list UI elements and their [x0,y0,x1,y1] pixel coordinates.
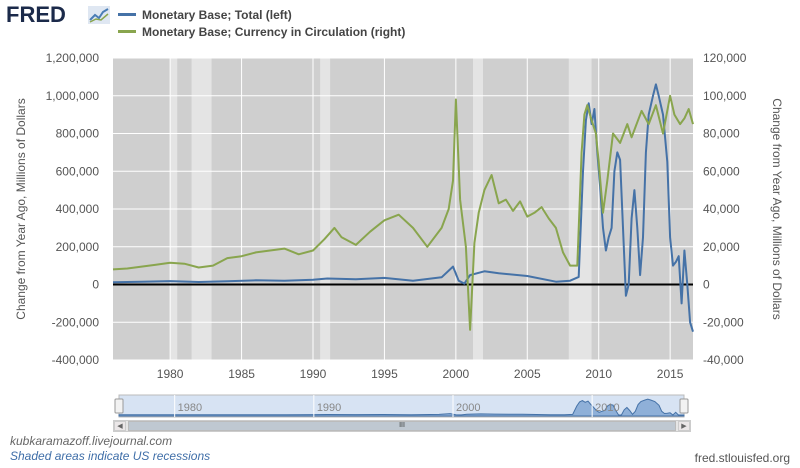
navigator-handle-left[interactable] [114,398,124,414]
scroll-left-button[interactable]: ◀ [114,421,126,431]
y-left-tick-label: 800,000 [56,127,100,141]
y-left-tick-label: 400,000 [56,202,100,216]
navigator-tick-label: 2010 [595,402,619,414]
legend-label: Monetary Base; Currency in Circulation (… [142,24,406,39]
legend-swatch [118,30,136,33]
y-left-tick-label: 0 [92,278,99,292]
x-tick-label: 1995 [371,367,398,381]
source-link[interactable]: fred.stlouisfed.org [694,451,790,465]
legend-swatch [118,13,136,16]
scroll-right-button[interactable]: ▶ [678,421,690,431]
x-tick-label: 2000 [443,367,470,381]
footer-notes: kubkaramazoff.livejournal.com Shaded are… [10,434,210,463]
y-right-tick-label: -20,000 [703,315,744,329]
navigator-tick-label: 1990 [317,402,341,414]
recession-note: Shaded areas indicate US recessions [10,449,211,463]
x-tick-label: 1980 [157,367,184,381]
logo-text: FRED [6,2,66,27]
navigator-handle-right[interactable] [679,398,689,414]
y-left-tick-label: 1,200,000 [46,51,100,65]
x-tick-label: 2015 [657,367,684,381]
y-right-tick-label: 40,000 [703,202,740,216]
y-right-tick-label: 100,000 [703,89,747,103]
legend-label: Monetary Base; Total (left) [142,7,292,22]
y-axis-title-right: Change from Year Ago, Millions of Dollar… [770,98,784,319]
y-right-tick-label: 20,000 [703,240,740,254]
chart-trend-icon [88,6,110,24]
navigator-series-area [118,398,685,417]
watermark-credit: kubkaramazoff.livejournal.com [10,434,173,448]
fred-logo[interactable]: FRED [6,2,114,28]
y-axis-title-left: Change from Year Ago, Millions of Dollar… [14,98,28,319]
series-line-total [112,83,694,332]
x-tick-label: 2010 [585,367,612,381]
y-right-tick-label: 60,000 [703,164,740,178]
y-right-tick-label: -40,000 [703,353,744,367]
y-left-tick-label: 1,000,000 [46,89,100,103]
navigator-tick-label: 1980 [178,402,202,414]
x-tick-label: 1985 [228,367,255,381]
legend-item-currency[interactable]: Monetary Base; Currency in Circulation (… [118,23,405,40]
x-tick-label: 1990 [300,367,327,381]
series-line-currency [112,94,694,331]
navigator-tick-label: 2000 [456,402,480,414]
legend-item-total[interactable]: Monetary Base; Total (left) [118,6,405,23]
x-tick-label: 2005 [514,367,541,381]
y-left-tick-label: -400,000 [52,353,100,367]
legend: Monetary Base; Total (left) Monetary Bas… [118,6,405,40]
y-left-tick-label: -200,000 [52,315,100,329]
y-left-tick-label: 200,000 [56,240,100,254]
navigator-scrollbar[interactable]: ◀ III ▶ [113,420,691,432]
y-right-tick-label: 80,000 [703,127,740,141]
y-right-tick-label: 0 [703,278,710,292]
y-right-tick-label: 120,000 [703,51,747,65]
y-left-tick-label: 600,000 [56,164,100,178]
scroll-thumb[interactable]: III [128,421,676,431]
